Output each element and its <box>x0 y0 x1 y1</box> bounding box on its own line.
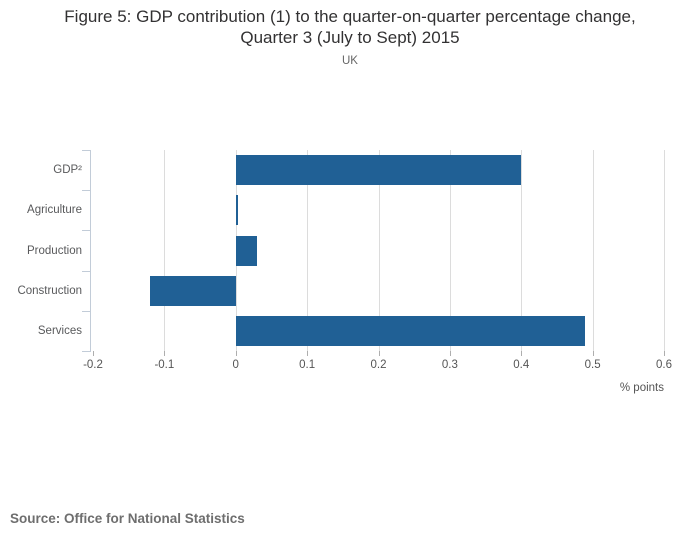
x-tick-mark <box>93 351 94 356</box>
category-label: Construction <box>17 284 82 297</box>
x-tick-mark <box>164 351 166 356</box>
bar-agriculture <box>235 195 238 226</box>
chart-title: Figure 5: GDP contribution (1) to the qu… <box>0 6 700 48</box>
x-tick-mark <box>235 351 237 356</box>
x-tick-label: -0.2 <box>83 359 103 371</box>
x-tick-label: 0.2 <box>370 359 387 371</box>
chart-title-line1: Figure 5: GDP contribution (1) to the qu… <box>64 7 636 26</box>
x-tick-label: 0.1 <box>299 359 316 371</box>
x-tick-mark <box>449 351 451 356</box>
x-tick-label: -0.1 <box>154 359 175 371</box>
x-tick-mark <box>592 351 594 356</box>
category-label: Production <box>27 244 82 257</box>
bar-production <box>235 235 258 266</box>
chart-subtitle: UK <box>342 55 358 67</box>
gridline <box>449 150 451 351</box>
x-tick-label: 0.5 <box>584 359 601 371</box>
y-axis-tick <box>82 310 90 312</box>
y-axis-tick <box>82 150 90 151</box>
gridline <box>378 150 380 351</box>
bar-construction <box>150 275 236 306</box>
source-text: Source: Office for National Statistics <box>10 511 245 526</box>
y-axis-tick <box>82 190 90 192</box>
category-label: Agriculture <box>27 204 82 217</box>
x-tick-label: 0.4 <box>513 359 530 371</box>
bar-services <box>235 315 586 346</box>
y-axis-tick <box>82 230 90 232</box>
category-label: Services <box>37 324 82 337</box>
x-tick-mark <box>521 351 523 356</box>
gridline <box>164 150 166 351</box>
x-tick-mark <box>378 351 380 356</box>
category-label: GDP² <box>53 164 82 177</box>
gridline <box>521 150 523 351</box>
gridline <box>307 150 309 351</box>
x-tick-mark <box>664 351 665 356</box>
chart-title-line2: Quarter 3 (July to Sept) 2015 <box>240 28 460 47</box>
y-axis-tick <box>82 270 90 272</box>
x-axis-label: % points <box>619 382 664 394</box>
y-axis-line <box>90 150 91 352</box>
y-axis-tick <box>82 351 90 352</box>
x-tick-mark <box>307 351 309 356</box>
x-tick-label: 0 <box>232 359 239 371</box>
bar-gdp <box>235 155 522 186</box>
gridline <box>664 150 665 351</box>
x-tick-label: 0.3 <box>441 359 458 371</box>
x-tick-label: 0.6 <box>656 359 672 371</box>
gridline <box>592 150 594 351</box>
